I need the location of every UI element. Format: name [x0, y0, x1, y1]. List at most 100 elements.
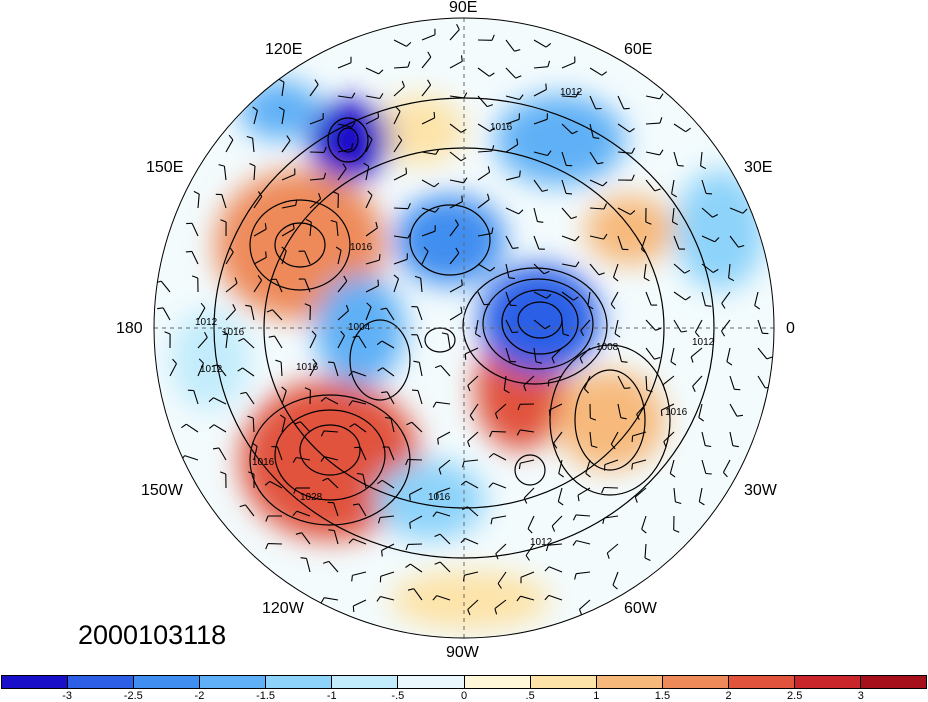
- wind-barb-flag: [503, 389, 510, 394]
- wind-barb-flag: [573, 296, 579, 301]
- wind-barb: [365, 139, 373, 153]
- wind-barb-flag: [432, 511, 438, 517]
- wind-barb-flag: [218, 164, 225, 167]
- wind-barb: [449, 29, 460, 41]
- longitude-label-150w: 150W: [141, 482, 183, 499]
- wind-barb: [671, 207, 675, 222]
- wind-barb-flag: [766, 356, 773, 360]
- wind-barb-flag: [320, 397, 326, 402]
- wind-barb-flag: [562, 333, 570, 337]
- wind-barb-flag: [572, 540, 577, 546]
- wind-barb-flag: [352, 335, 359, 338]
- wind-barb: [757, 319, 763, 334]
- wind-barb: [604, 515, 619, 519]
- wind-barb-flag: [690, 356, 694, 363]
- wind-barb: [561, 319, 564, 335]
- wind-barb-flag: [705, 192, 713, 195]
- wind-barb-flag: [193, 190, 200, 195]
- wind-barb-flag: [542, 189, 549, 192]
- wind-barb: [439, 561, 451, 573]
- longitude-label-120w: 120W: [262, 600, 304, 617]
- wind-barb: [551, 515, 563, 527]
- colorbar-tick-label: -2: [194, 690, 205, 702]
- wind-barb: [533, 89, 547, 97]
- wind-barb: [301, 532, 311, 545]
- wind-barb-flag: [323, 146, 327, 153]
- wind-barb-flag: [728, 277, 735, 282]
- wind-barb-flag: [545, 545, 549, 552]
- wind-barb-flag: [518, 209, 524, 215]
- wind-barb-flag: [487, 104, 493, 108]
- wind-barb-flag: [409, 522, 412, 529]
- wind-barb-flag: [463, 92, 468, 99]
- isobar-label: 1012: [530, 537, 553, 548]
- colorbar: [1, 675, 927, 689]
- wind-barb-flag: [461, 279, 463, 286]
- wind-barb: [754, 291, 759, 306]
- wind-barb-flag: [349, 423, 355, 428]
- wind-barb: [645, 291, 652, 306]
- wind-barb-flag: [516, 595, 521, 602]
- wind-barb-flag: [535, 361, 543, 364]
- anomaly-blob: [310, 100, 390, 180]
- wind-barb-flag: [660, 410, 663, 417]
- colorbar-tick-label: .5: [525, 690, 535, 702]
- wind-barb-flag: [314, 79, 319, 85]
- wind-barb: [464, 459, 479, 463]
- wind-barb: [225, 334, 229, 349]
- colorbar-segment: [332, 676, 399, 688]
- isobar-label: 1016: [428, 492, 451, 503]
- wind-barb-flag: [486, 193, 490, 200]
- wind-barb: [548, 375, 563, 381]
- wind-barb-flag: [264, 480, 271, 486]
- wind-barb-flag: [490, 518, 493, 525]
- wind-barb-flag: [643, 277, 650, 282]
- wind-barb-flag: [673, 529, 680, 533]
- wind-barb-flag: [311, 330, 317, 336]
- colorbar-segment: [266, 676, 333, 688]
- wind-barb: [617, 151, 632, 154]
- wind-barb: [380, 571, 395, 577]
- wind-barb: [477, 171, 490, 181]
- wind-barb: [223, 166, 227, 181]
- wind-barb-flag: [351, 143, 354, 150]
- isobar-label: 1008: [596, 342, 619, 353]
- wind-barb: [533, 263, 545, 275]
- wind-barb: [449, 252, 460, 265]
- wind-barb: [253, 446, 258, 461]
- wind-barb: [358, 335, 367, 349]
- wind-barb: [225, 251, 234, 265]
- wind-barb-flag: [366, 302, 372, 308]
- wind-barb-flag: [340, 330, 345, 336]
- wind-barb-flag: [545, 83, 547, 90]
- wind-barb-flag: [574, 235, 580, 242]
- wind-barb-flag: [367, 190, 373, 196]
- wind-barb-flag: [343, 275, 348, 282]
- wind-barb-flag: [671, 193, 677, 198]
- wind-barb: [365, 117, 379, 125]
- wind-barb-flag: [557, 501, 564, 506]
- wind-barb: [336, 222, 339, 237]
- wind-barb: [304, 278, 311, 293]
- wind-barb: [393, 66, 409, 69]
- wind-barb: [465, 347, 479, 355]
- wind-barb: [579, 599, 591, 610]
- wind-barb: [558, 459, 563, 474]
- wind-barb: [393, 278, 400, 293]
- wind-barb: [218, 447, 227, 461]
- wind-barb-flag: [621, 361, 628, 363]
- wind-barb: [337, 310, 349, 321]
- wind-barb: [669, 459, 675, 474]
- wind-barb: [692, 375, 703, 387]
- wind-barb: [421, 207, 436, 213]
- wind-barb-flag: [572, 514, 577, 521]
- wind-barb: [421, 230, 436, 237]
- wind-barb: [643, 263, 647, 278]
- wind-barb-flag: [580, 330, 584, 337]
- wind-barb-flag: [351, 575, 353, 582]
- wind-barb-flag: [351, 92, 356, 99]
- colorbar-segment: [200, 676, 267, 688]
- wind-barb: [365, 95, 380, 100]
- wind-barb: [561, 61, 576, 69]
- wind-barb: [585, 459, 591, 474]
